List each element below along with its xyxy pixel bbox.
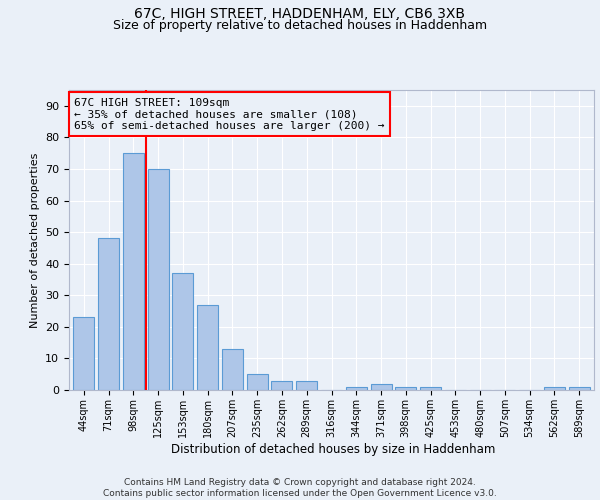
Text: Size of property relative to detached houses in Haddenham: Size of property relative to detached ho… [113, 18, 487, 32]
Y-axis label: Number of detached properties: Number of detached properties [29, 152, 40, 328]
Text: 67C, HIGH STREET, HADDENHAM, ELY, CB6 3XB: 67C, HIGH STREET, HADDENHAM, ELY, CB6 3X… [134, 8, 466, 22]
Bar [222, 349, 243, 390]
Bar [123, 153, 144, 390]
Bar [73, 318, 94, 390]
Bar [371, 384, 392, 390]
Bar [420, 387, 441, 390]
Bar [544, 387, 565, 390]
Bar [98, 238, 119, 390]
Bar [395, 387, 416, 390]
Text: 67C HIGH STREET: 109sqm
← 35% of detached houses are smaller (108)
65% of semi-d: 67C HIGH STREET: 109sqm ← 35% of detache… [74, 98, 385, 130]
Bar [148, 169, 169, 390]
Bar [271, 380, 292, 390]
Bar [569, 387, 590, 390]
Bar [247, 374, 268, 390]
Text: Distribution of detached houses by size in Haddenham: Distribution of detached houses by size … [171, 442, 495, 456]
Bar [346, 387, 367, 390]
Bar [296, 380, 317, 390]
Bar [172, 273, 193, 390]
Bar [197, 304, 218, 390]
Text: Contains HM Land Registry data © Crown copyright and database right 2024.
Contai: Contains HM Land Registry data © Crown c… [103, 478, 497, 498]
